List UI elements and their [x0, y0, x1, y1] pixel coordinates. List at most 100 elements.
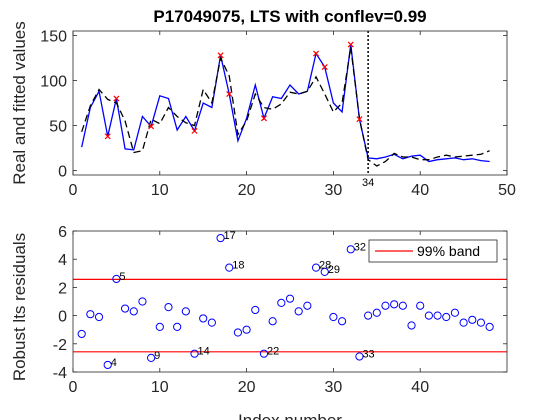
top-ticks: 0 10 20 30 40 50 0 50 100 150: [40, 29, 516, 200]
residual-point: [199, 314, 208, 323]
outlier-marker-stroke: [113, 95, 120, 102]
outlier-marker-stroke: [217, 52, 224, 59]
top-ylabel: Real and fitted values: [10, 21, 29, 185]
outlier-marker: [313, 50, 320, 57]
residual-point-label: 9: [154, 350, 160, 362]
residual-point: [216, 233, 225, 243]
residual-point: [390, 300, 399, 309]
residual-point: [372, 308, 381, 317]
top-ytick-label: 100: [40, 74, 67, 91]
bottom-ytick-label: 2: [58, 280, 67, 297]
legend-box: [368, 239, 498, 263]
residual-point: [303, 301, 312, 310]
outlier-marker-stroke: [260, 115, 267, 122]
legend-label-band: 99% band: [417, 243, 480, 259]
residual-point-label: 14: [198, 346, 210, 358]
split-vline-label: 34: [362, 177, 374, 189]
residual-point: [94, 312, 104, 322]
residual-point-label: 28: [319, 260, 331, 272]
outlier-marker: [260, 115, 267, 122]
outlier-marker: [191, 127, 198, 134]
residual-point: [181, 307, 190, 316]
residual-point: [155, 322, 164, 331]
outlier-marker: [104, 133, 111, 140]
residual-point: [190, 349, 199, 358]
outlier-marker: [113, 95, 120, 102]
residual-point: [138, 297, 147, 306]
outlier-marker-stroke: [191, 127, 198, 134]
residual-point: [294, 307, 303, 316]
residual-point: [450, 308, 460, 317]
residual-point: [164, 303, 173, 312]
residual-point: [147, 353, 156, 362]
top-ytick-label: 0: [58, 164, 67, 181]
residual-point: [120, 304, 130, 313]
residual-point: [442, 312, 451, 322]
residual-point: [355, 352, 364, 361]
residual-point: [398, 301, 407, 310]
top-axes-box: [72, 30, 508, 176]
residual-point: [329, 312, 338, 322]
outlier-marker-stroke: [347, 41, 354, 48]
residual-point: [459, 318, 468, 327]
residual-point: [86, 310, 95, 319]
residual-point: [112, 274, 121, 284]
bottom-ytick-label: -4: [53, 365, 67, 382]
residual-point: [103, 360, 112, 370]
residual-point: [242, 325, 251, 334]
residual-point: [259, 349, 269, 358]
legend: 99% band: [368, 239, 498, 263]
outlier-marker-stroke: [104, 133, 111, 140]
residual-point: [233, 328, 243, 337]
outlier-marker: [356, 116, 363, 123]
top-chart-title: P17049075, LTS with conflev=0.99: [153, 7, 426, 26]
residual-point-label: 33: [362, 348, 374, 360]
residual-point: [424, 311, 433, 320]
bottom-ylabel: Robust lts residuals: [10, 233, 29, 381]
outlier-marker: [148, 123, 155, 130]
residual-point: [364, 311, 373, 320]
outlier-marker-stroke: [226, 90, 233, 98]
top-plot-area: [73, 31, 507, 175]
residual-point: [277, 298, 286, 308]
top-panel: 34 0 10 20 30 40 50 0 50 100 150 Real and fitted …: [10, 21, 516, 199]
bottom-xtick-label: 0: [69, 379, 78, 396]
residual-point: [320, 267, 329, 276]
bottom-xtick-label: 20: [238, 379, 256, 396]
residual-point: [129, 307, 138, 316]
residual-point-label: 4: [111, 357, 117, 369]
top-xtick-label: 0: [69, 182, 78, 199]
outlier-marker: [226, 90, 233, 98]
top-ytick-label: 150: [40, 29, 67, 46]
outlier-marker-stroke: [148, 123, 155, 130]
residual-point: [346, 245, 355, 254]
residual-point-label: 22: [267, 346, 279, 358]
residual-point-label: 32: [354, 241, 366, 253]
bottom-ytick-label: 4: [58, 252, 67, 269]
outlier-marker: [321, 63, 328, 71]
top-marks: 34: [81, 31, 490, 189]
top-xtick-label: 50: [498, 182, 516, 199]
outlier-marker: [347, 41, 354, 48]
residual-point: [407, 321, 416, 330]
bottom-axes-box: [72, 230, 508, 373]
top-xtick-label: 30: [325, 182, 343, 199]
bottom-xtick-label: 40: [411, 379, 429, 396]
top-xtick-label: 40: [411, 182, 429, 199]
residual-point: [225, 263, 234, 272]
residual-point-label: 5: [119, 271, 125, 283]
residual-point: [285, 294, 295, 303]
residual-point: [268, 317, 277, 326]
residual-point: [77, 329, 86, 339]
bottom-xtick-label: 30: [325, 379, 343, 396]
residual-point: [433, 311, 442, 320]
residual-point: [207, 318, 216, 327]
bottom-ytick-label: 0: [58, 309, 67, 326]
residual-point: [251, 305, 260, 315]
bottom-xtick-label: 10: [151, 379, 169, 396]
residual-point: [311, 263, 321, 272]
bottom-ticks: 0 10 20 30 40 -4 -2 0 2 4 6: [53, 224, 507, 396]
residual-point-label: 17: [224, 230, 236, 242]
